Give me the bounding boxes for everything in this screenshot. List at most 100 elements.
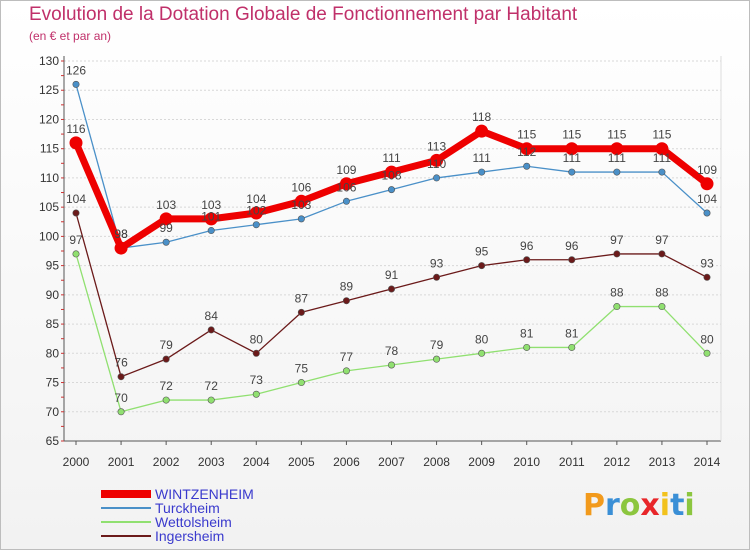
data-label: 103 <box>291 198 311 212</box>
data-point <box>207 227 215 235</box>
logo-letter: i <box>659 488 671 523</box>
data-point <box>658 250 666 258</box>
data-label: 115 <box>607 128 626 142</box>
data-point <box>249 206 263 220</box>
data-point <box>204 212 218 226</box>
data-point <box>478 349 486 357</box>
x-tick-label: 2014 <box>694 455 721 469</box>
data-point <box>342 197 350 205</box>
data-label: 111 <box>608 151 627 165</box>
logo-letter: t <box>670 488 685 523</box>
data-label: 88 <box>610 286 624 300</box>
legend-label: Turckheim <box>155 500 220 516</box>
y-tick-label: 90 <box>46 288 60 302</box>
data-point <box>613 168 621 176</box>
x-tick-label: 2006 <box>333 455 360 469</box>
data-point <box>478 262 486 270</box>
data-point <box>72 250 80 258</box>
x-tick-label: 2009 <box>468 455 495 469</box>
data-point <box>69 136 83 150</box>
data-label: 111 <box>382 151 401 165</box>
data-label: 79 <box>430 338 444 352</box>
data-label: 106 <box>336 180 356 194</box>
data-point <box>159 212 173 226</box>
logo-letter: r <box>605 488 620 523</box>
data-label: 98 <box>114 227 128 241</box>
y-tick-label: 125 <box>39 83 59 97</box>
y-tick-label: 100 <box>39 229 59 243</box>
legend-label: WINTZENHEIM <box>155 486 254 502</box>
data-label: 84 <box>205 309 219 323</box>
data-label: 111 <box>563 151 582 165</box>
x-tick-label: 2011 <box>559 455 585 469</box>
data-point <box>433 273 441 281</box>
x-tick-label: 2003 <box>198 455 225 469</box>
data-label: 113 <box>427 139 446 153</box>
data-label: 115 <box>517 128 536 142</box>
y-tick-label: 115 <box>40 142 59 156</box>
data-label: 76 <box>114 356 128 370</box>
data-point <box>387 361 395 369</box>
data-label: 93 <box>430 256 444 270</box>
legend-swatch <box>101 490 151 498</box>
legend-item: WINTZENHEIM <box>101 486 401 502</box>
x-tick-label: 2013 <box>649 455 676 469</box>
data-label: 104 <box>246 192 266 206</box>
data-label: 81 <box>520 326 534 340</box>
data-point <box>72 80 80 88</box>
data-point <box>430 153 444 167</box>
x-tick-label: 2008 <box>423 455 450 469</box>
data-label: 109 <box>697 163 717 177</box>
data-label: 104 <box>697 192 717 206</box>
x-tick-label: 2010 <box>513 455 540 469</box>
data-label: 96 <box>565 239 579 253</box>
legend-swatch <box>101 507 151 509</box>
data-label: 70 <box>114 391 128 405</box>
data-point <box>114 241 128 255</box>
data-label: 75 <box>295 362 309 376</box>
x-tick-label: 2004 <box>243 455 270 469</box>
data-label: 78 <box>385 344 399 358</box>
chart-title: Evolution de la Dotation Globale de Fonc… <box>29 4 578 25</box>
data-label: 89 <box>340 280 354 294</box>
data-label: 112 <box>517 145 536 159</box>
data-label: 79 <box>159 338 173 352</box>
y-tick-label: 105 <box>39 200 59 214</box>
data-point <box>520 142 534 156</box>
data-point <box>613 250 621 258</box>
data-point <box>342 297 350 305</box>
y-tick-label: 70 <box>46 405 60 419</box>
legend-item: Wettolsheim <box>101 514 401 530</box>
legend-swatch <box>101 535 151 537</box>
data-label: 116 <box>66 122 85 136</box>
data-point <box>703 273 711 281</box>
data-label: 97 <box>610 233 624 247</box>
data-label: 103 <box>156 198 176 212</box>
data-point <box>72 209 80 217</box>
data-label: 104 <box>66 192 86 206</box>
data-point <box>703 349 711 357</box>
y-tick-label: 95 <box>46 259 60 273</box>
data-label: 97 <box>69 233 83 247</box>
y-tick-label: 120 <box>39 112 59 126</box>
legend-label: Wettolsheim <box>155 514 232 530</box>
data-point <box>565 142 579 156</box>
data-label: 106 <box>291 180 311 194</box>
x-tick-label: 2000 <box>63 455 90 469</box>
data-point <box>523 162 531 170</box>
data-point <box>117 408 125 416</box>
logo-letter: P <box>583 488 605 523</box>
data-point <box>610 142 624 156</box>
data-point <box>342 367 350 375</box>
data-point <box>658 303 666 311</box>
data-point <box>658 168 666 176</box>
data-point <box>294 194 308 208</box>
data-point <box>523 256 531 264</box>
data-point <box>297 308 305 316</box>
x-tick-label: 2012 <box>604 455 631 469</box>
data-point <box>339 177 353 191</box>
data-point <box>568 343 576 351</box>
data-point <box>568 168 576 176</box>
data-label: 126 <box>66 63 86 77</box>
